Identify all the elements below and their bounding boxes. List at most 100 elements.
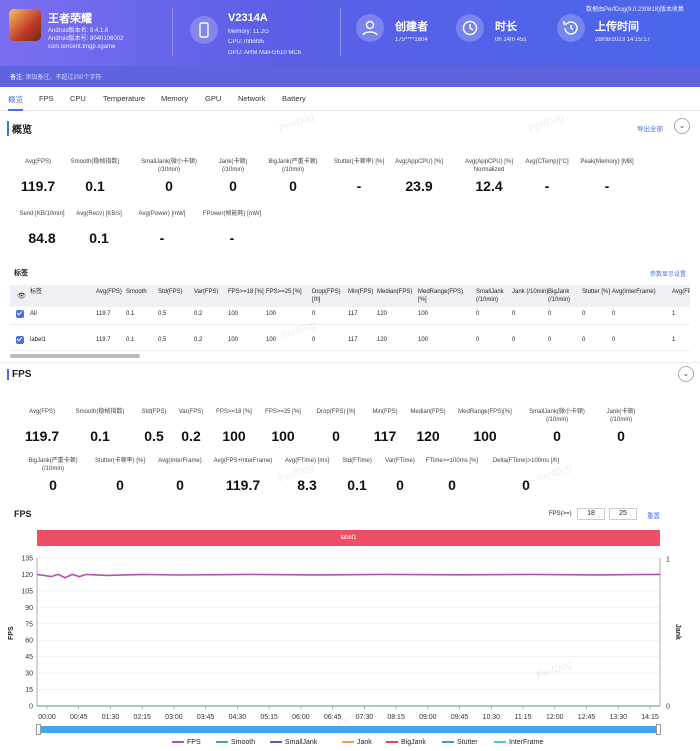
legend-item-fps[interactable]: FPS [172,739,201,746]
metric-fps-row1-2: Std(FPS) 0.5 [114,408,194,444]
tab-temperature[interactable]: Temperature [103,94,146,103]
fps-threshold-a-input[interactable]: 18 [577,508,605,520]
column-header[interactable]: Var(FPS) [194,289,219,295]
metric-fps-row1-11: Jank(卡顿) (/10min) 0 [581,408,661,444]
legend-label: Stutter [457,739,478,746]
metric-label: Stutter(卡顿率) [%] [94,458,145,464]
column-settings-link[interactable]: 参数显示设置 [650,272,687,278]
note-label: 备注: [10,75,24,81]
metric-sublabel: (/10min) [609,417,632,423]
legend-label: Jank [357,739,372,746]
duration-value: 0h 14m 45s [495,37,527,43]
x-tick-label: 03:00 [165,714,183,721]
column-header[interactable]: BigJank (/10min) [548,289,571,303]
labels-title: 标签 [14,270,28,277]
metric-sublabel [122,218,202,226]
range-handle-right[interactable] [656,724,661,735]
legend-item-bigjank[interactable]: BigJank [386,739,426,746]
metric-fps-row1-7: Min(FPS) 117 [345,408,425,444]
metric-label: Jank(卡顿) [218,159,248,165]
overview-section-header: 概览 导出全部 ⌄ [0,116,700,138]
column-header[interactable]: Smooth [126,289,147,295]
column-header[interactable]: Jank (/10min) [512,289,549,295]
column-header[interactable]: Std(FPS) [158,289,183,295]
fps-collapse-icon[interactable]: ⌄ [678,366,694,382]
metric-ov-row2-1: Avg(Recv) [KB/s] 0.1 [59,210,139,246]
eye-icon[interactable]: 👁 [17,293,26,300]
label-band[interactable]: label1 [37,530,660,546]
range-handle-left[interactable] [36,724,41,735]
duration-label: 时长 [495,21,517,33]
tab-fps[interactable]: FPS [39,94,54,103]
legend-item-smalljank[interactable]: SmallJank [270,739,317,746]
legend-swatch [386,741,398,744]
metric-label: SmallJank(微小卡顿) [141,159,197,165]
reset-button[interactable]: 重置 [647,513,660,520]
metric-fps-row1-3: Var(FPS) 0.2 [151,408,231,444]
legend-item-stutter[interactable]: Stutter [442,739,478,746]
column-header[interactable]: FPS>=18 [%] [228,289,264,295]
metric-fps-row2-0: BigJank(严重卡顿) (/10min) 0 [13,457,93,493]
metric-fps-row1-10: SmallJank(微小卡顿) (/10min) 0 [517,408,597,444]
row-checkbox[interactable] [16,336,24,344]
metric-value: 0.1 [347,477,367,493]
metric-ov-row1-5: Stutter(卡顿率) [%] - [319,158,399,194]
note-input[interactable]: 添加备注，不超过200个字符 [25,75,102,81]
fps-threshold-label: FPS(>=) [549,511,572,517]
legend-item-jank[interactable]: Jank [342,739,372,746]
metric-label: BigJank(严重卡顿) [28,458,78,464]
column-header[interactable]: MedRange(FPS)[%] [418,289,464,303]
tab-bar: 概览 FPS CPU Temperature Memory GPU Networ… [0,87,700,111]
metric-fps-row2-8: Delta(FTime)>100ms [/h] 0 [486,457,566,493]
metric-label: Min(FPS) [372,409,398,415]
note-bar[interactable]: 备注: 添加备注，不超过200个字符 [0,66,700,87]
metric-ov-row1-0: Avg(FPS) 119.7 [0,158,78,194]
phone-icon [190,16,218,44]
column-header[interactable]: Avg(FPs+ [672,289,690,295]
tab-memory[interactable]: Memory [161,94,189,103]
metric-value: 0 [289,178,297,194]
metric-ov-row1-7: Avg(AppCPU) [%] Normalized 12.4 [449,158,529,194]
x-tick-label: 06:00 [292,714,310,721]
tab-gpu[interactable]: GPU [205,94,222,103]
column-header[interactable]: 标签 [30,289,43,295]
column-header[interactable]: Drop(FPS) [/h] [312,289,341,303]
time-range-scrollbar[interactable] [37,726,660,733]
overview-title: 概览 [7,121,32,136]
metric-label: Std(FTime) [342,458,372,464]
export-all-link[interactable]: 导出全部 [637,126,663,133]
column-header[interactable]: Stutter [%] [582,289,611,295]
column-header[interactable]: SmallJank (/10min) [476,289,504,303]
tab-cpu[interactable]: CPU [70,94,86,103]
metric-value: 117 [373,428,397,444]
metric-label: Std(FPS) [141,409,167,415]
column-header[interactable]: FPS>=25 [%] [266,289,302,295]
table-header-row: 👁 标签 Avg(FPS) Smooth Std(FPS) Var(FPS) FPS>=18… [10,285,690,307]
tab-battery[interactable]: Battery [282,94,306,103]
table-cell: 0.1 [126,311,135,317]
legend-item-interframe[interactable]: InterFrame [494,739,543,746]
tab-network[interactable]: Network [238,94,266,103]
table-cell: 0.5 [158,337,167,343]
x-tick-label: 04:30 [229,714,247,721]
tab-overview[interactable]: 概览 [8,94,23,111]
table-cell: 0.1 [126,337,135,343]
metric-value: 0.2 [181,428,201,444]
legend-item-smooth[interactable]: Smooth [216,739,255,746]
legend-swatch [342,741,354,744]
column-header[interactable]: Median(FPS) [377,289,413,295]
row-checkbox[interactable] [16,310,24,318]
column-header[interactable]: Min(FPS) [348,289,374,295]
metric-value: 0 [165,178,173,194]
legend-swatch [172,741,184,744]
table-cell: 100 [418,311,429,317]
metric-fps-row2-2: Avg(InterFrame) 0 [140,457,220,493]
column-header[interactable]: Avg(FPS) [96,289,122,295]
fps-threshold-b-input[interactable]: 25 [609,508,637,520]
table-scrollbar[interactable] [10,354,140,358]
legend-label: Smooth [231,739,256,746]
column-header[interactable]: Avg(InterFrame) [612,289,656,295]
overview-collapse-icon[interactable]: ⌄ [674,118,690,134]
x-tick-label: 12:45 [578,714,596,721]
metric-value: 0 [116,477,124,493]
